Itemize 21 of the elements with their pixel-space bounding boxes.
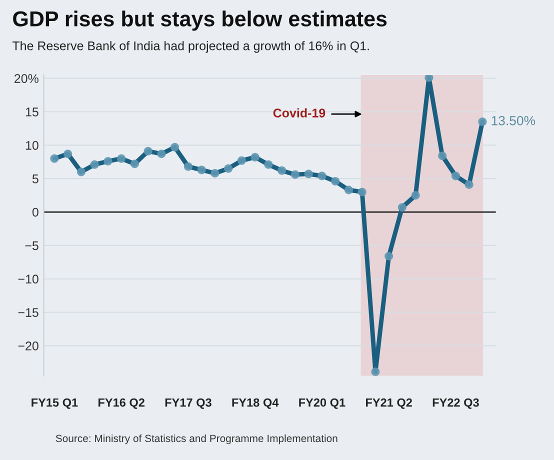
x-tick-label: FY22 Q3 — [432, 398, 479, 409]
y-tick-label: 10 — [26, 140, 38, 150]
y-tick-label: −5 — [25, 241, 38, 250]
y-tick-label: −15 — [18, 308, 38, 317]
chart-title: GDP rises but stays below estimates — [13, 10, 387, 31]
y-tick-label: 5 — [32, 174, 38, 184]
chart-subtitle: The Reserve Bank of India had projected a growth of 16% in Q1. — [12, 41, 369, 53]
y-tick-label: 20% — [14, 74, 38, 83]
x-tick-label: FY16 Q2 — [98, 398, 144, 409]
x-tick-label: FY20 Q1 — [299, 398, 346, 409]
x-tick-label: FY21 Q2 — [366, 398, 412, 409]
annotation: Covid-19 — [273, 108, 326, 118]
y-tick-label: 15 — [26, 108, 38, 116]
x-tick-label: FY17 Q3 — [165, 398, 212, 409]
y-tick-label: −10 — [18, 274, 38, 284]
y-tick-label: −20 — [18, 342, 38, 350]
x-tick-label: FY15 Q1 — [32, 398, 78, 409]
data-label: 13.50% — [492, 116, 536, 126]
source-note: Source: Ministry of Statistics and Programme Implementation — [56, 434, 338, 444]
x-tick-label: FY18 Q4 — [232, 398, 279, 409]
y-tick-label: 0 — [32, 208, 38, 217]
